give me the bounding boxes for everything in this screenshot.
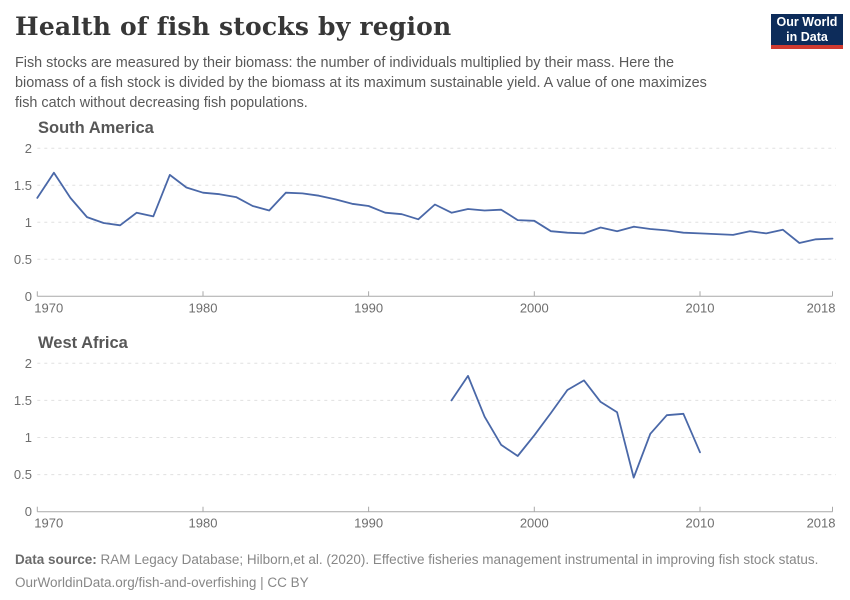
data-source-line: Data source: RAM Legacy Database; Hilbor… [15, 549, 818, 572]
owid-logo-red-bar [771, 45, 843, 49]
south-america-data-line [36, 171, 834, 244]
x-tick-label: 1970 [34, 516, 63, 531]
x-tick-label: 1970 [34, 300, 63, 315]
data-source-text: RAM Legacy Database; Hilborn,et al. (202… [96, 552, 819, 567]
y-tick-label: 2 [25, 141, 32, 156]
y-tick-label: 1.5 [14, 178, 32, 193]
x-tick-label: 1990 [354, 300, 383, 315]
subtitle-line-1: Fish stocks are measured by their biomas… [15, 55, 675, 71]
subtitle-line-3: fish catch without decreasing fish popul… [15, 95, 308, 111]
owid-logo-line-1: Our World [776, 15, 838, 29]
owid-logo-line-2: in Data [786, 29, 828, 44]
footer-link-line[interactable]: OurWorldinData.org/fish-and-overfishing … [15, 574, 309, 590]
y-tick-label: 0.5 [14, 252, 32, 267]
chart-subtitle: Fish stocks are measured by their biomas… [15, 53, 760, 113]
y-tick-label: 0 [25, 289, 32, 304]
footer: Data source: RAM Legacy Database; Hilbor… [15, 549, 818, 594]
x-tick-label: 2018 [807, 516, 836, 531]
chart-title-west-africa: West Africa [38, 334, 128, 352]
y-tick-label: 1 [25, 215, 32, 230]
x-tick-label: 2010 [686, 300, 715, 315]
owid-logo-box: Our World in Data [771, 14, 843, 45]
y-tick-label: 1 [25, 430, 32, 445]
x-tick-label: 2010 [686, 516, 715, 531]
x-tick-label: 2018 [807, 300, 836, 315]
page-title: Health of fish stocks by region [15, 12, 452, 41]
y-tick-label: 1.5 [14, 393, 32, 408]
x-tick-label: 1980 [189, 300, 218, 315]
west-africa-data-line [450, 374, 701, 479]
data-source-label: Data source: [15, 552, 97, 567]
west-africa-line-chart: 0 0.5 1 1.5 2 1970 1980 1990 2000 2010 2018 [14, 356, 836, 531]
south-america-line-chart: 0 0.5 1 1.5 2 1970 1980 1990 2000 2010 2018 [14, 141, 836, 315]
y-tick-label: 2 [25, 356, 32, 371]
y-tick-label: 0.5 [14, 467, 32, 482]
x-tick-label: 1980 [189, 516, 218, 531]
x-tick-label: 1990 [354, 516, 383, 531]
subtitle-line-2: biomass of a fish stock is divided by th… [15, 75, 707, 91]
y-tick-label: 0 [25, 504, 32, 519]
x-tick-label: 2000 [520, 516, 549, 531]
x-tick-label: 2000 [520, 300, 549, 315]
chart-title-south-america: South America [38, 119, 154, 137]
owid-logo[interactable]: Our World in Data [771, 14, 843, 49]
